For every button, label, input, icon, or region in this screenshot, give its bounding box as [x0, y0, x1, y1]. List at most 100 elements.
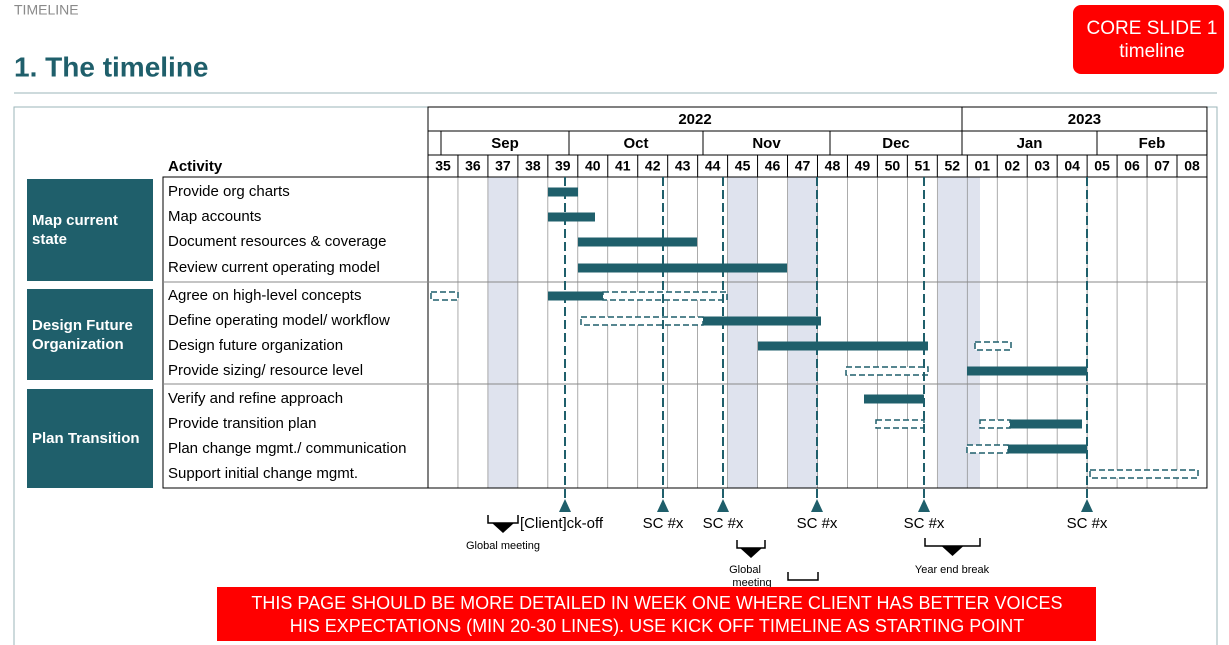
group-box: Plan Transition	[27, 389, 153, 488]
core-tag-line: CORE SLIDE 1	[1087, 18, 1218, 39]
week-label: 47	[795, 158, 811, 174]
week-label: 45	[735, 158, 751, 174]
activity-header: Activity	[168, 158, 223, 175]
banner-line: HIS EXPECTATIONS (MIN 20-30 LINES). USE …	[290, 616, 1024, 636]
milestone-marker	[918, 499, 930, 512]
task-bar-planned	[1089, 469, 1199, 479]
holiday-shade	[728, 177, 758, 488]
activity-label: Design future organization	[168, 337, 343, 354]
slide-title: 1. The timeline	[14, 51, 209, 82]
week-label: 39	[555, 158, 571, 174]
bracket	[924, 538, 981, 547]
month-label: Sep	[491, 135, 519, 152]
week-label: 50	[885, 158, 901, 174]
milestone-marker	[1081, 499, 1093, 512]
week-label: 42	[645, 158, 661, 174]
holiday-shade	[488, 177, 518, 488]
task-bar	[578, 237, 697, 247]
milestone-label: SC #x	[1067, 515, 1108, 532]
task-bar-planned	[602, 291, 728, 301]
week-label: 37	[495, 158, 511, 174]
activity-label: Verify and refine approach	[168, 390, 343, 407]
task-bar	[578, 263, 787, 273]
task-bar-planned	[974, 341, 1012, 351]
note-label: meeting	[732, 577, 771, 589]
week-label: 41	[615, 158, 631, 174]
milestone-label: SC #x	[703, 515, 744, 532]
week-label: 02	[1004, 158, 1020, 174]
header-label: TIMELINE	[14, 2, 79, 18]
task-bar-planned	[580, 316, 704, 326]
task-bar-planned	[875, 419, 925, 429]
activity-label: Provide transition plan	[168, 415, 316, 432]
note-label: Global meeting	[466, 540, 540, 552]
milestone-marker	[811, 499, 823, 512]
holiday-shade	[788, 177, 818, 488]
week-label: 04	[1064, 158, 1080, 174]
week-label: 49	[855, 158, 871, 174]
task-bar-planned	[845, 366, 929, 376]
gantt: 2022 2023 Sep Oct Nov Dec Jan Feb 35 36 37 38 39 40 41…	[27, 106, 1208, 589]
milestone-label: [Client]ck-off	[520, 515, 604, 532]
milestone-label: SC #x	[797, 515, 838, 532]
core-tag	[1073, 5, 1224, 74]
bracket	[787, 572, 819, 581]
month-label: Nov	[752, 135, 781, 152]
activity-label: Support initial change mgmt.	[168, 465, 358, 482]
activity-label: Map accounts	[168, 208, 261, 225]
week-label: 03	[1034, 158, 1050, 174]
week-label: 35	[435, 158, 451, 174]
activity-label: Document resources & coverage	[168, 233, 386, 250]
group-label: Plan Transition	[27, 389, 153, 488]
year-label: 2022	[678, 111, 711, 128]
bracket	[736, 540, 766, 549]
holiday-shade	[938, 177, 980, 488]
week-label: 36	[465, 158, 481, 174]
week-label: 07	[1154, 158, 1170, 174]
task-bar	[1010, 419, 1082, 429]
week-label: 46	[765, 158, 781, 174]
task-bar	[548, 291, 603, 301]
task-bar-planned	[979, 419, 1011, 429]
bracket-pointer	[941, 546, 964, 556]
banner-line: THIS PAGE SHOULD BE MORE DETAILED IN WEE…	[251, 593, 1062, 613]
group-box: Design Future Organization	[27, 289, 153, 380]
bracket-pointer	[740, 548, 762, 558]
body-frame	[162, 176, 1208, 489]
core-tag-line: timeline	[1119, 41, 1184, 62]
month-label: Feb	[1139, 135, 1166, 152]
week-label: 48	[825, 158, 841, 174]
week-label: 08	[1184, 158, 1200, 174]
task-bar	[758, 341, 928, 351]
activity-label: Review current operating model	[168, 259, 380, 276]
group-label: Map current state	[27, 179, 153, 281]
week-label: 52	[945, 158, 961, 174]
bracket	[487, 515, 519, 524]
month-label: Dec	[882, 135, 910, 152]
task-bar-planned	[966, 444, 1009, 454]
task-bar	[864, 394, 924, 404]
month-label: Jan	[1017, 135, 1043, 152]
milestone-marker	[657, 499, 669, 512]
year-label: 2023	[1068, 111, 1101, 128]
bracket-pointer	[492, 523, 514, 533]
task-bar	[967, 366, 1087, 376]
milestone-label: SC #x	[904, 515, 945, 532]
milestone-marker	[559, 499, 571, 512]
activity-label: Provide sizing/ resource level	[168, 362, 363, 379]
group-box: Map current state	[27, 179, 153, 281]
activity-label: Plan change mgmt./ communication	[168, 440, 406, 457]
activity-label: Agree on high-level concepts	[168, 287, 361, 304]
activity-label: Define operating model/ workflow	[168, 312, 390, 329]
group-label: Design Future Organization	[27, 289, 153, 380]
task-bar	[1008, 444, 1087, 454]
month-label: Oct	[623, 135, 648, 152]
week-label: 06	[1124, 158, 1140, 174]
week-label: 38	[525, 158, 541, 174]
week-label: 44	[705, 158, 721, 174]
week-label: 01	[974, 158, 990, 174]
note-label: Year end break	[915, 564, 990, 576]
note-label: Global	[729, 564, 761, 576]
week-label: 43	[675, 158, 691, 174]
